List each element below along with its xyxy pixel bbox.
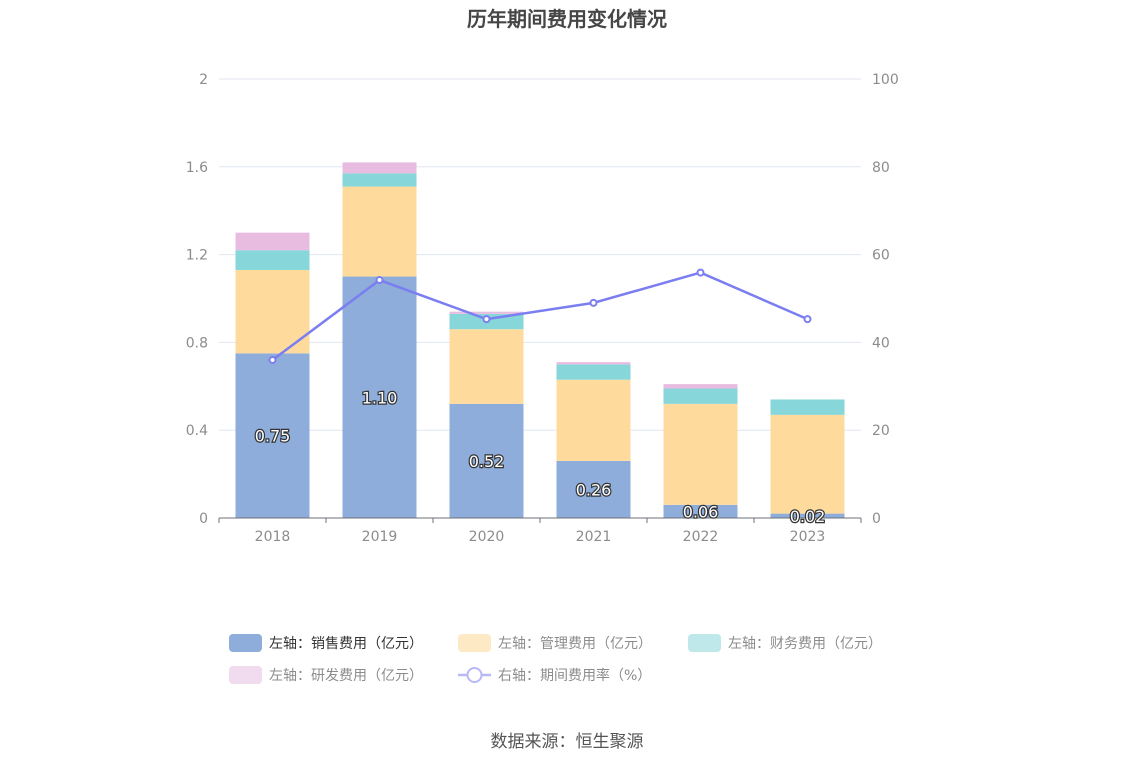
bar-segment: [663, 504, 738, 518]
right-tick-label: 60: [872, 248, 890, 264]
bar-segment: [449, 329, 524, 404]
source-note: 数据来源：恒生聚源: [491, 732, 644, 752]
legend-item: 左轴：研发费用（亿元）: [229, 666, 423, 684]
rate-point: [803, 315, 812, 324]
chart-title: 历年期间费用变化情况: [467, 7, 667, 31]
bar-segment: [663, 388, 738, 404]
legend-label: 左轴：研发费用（亿元）: [269, 668, 423, 684]
legend-swatch: [229, 634, 262, 652]
legend-swatch: [229, 666, 262, 684]
legend-label: 左轴：财务费用（亿元）: [728, 636, 882, 652]
x-tick-label: 2021: [576, 529, 612, 545]
right-tick-label: 0: [872, 511, 881, 527]
legend-item: 左轴：销售费用（亿元）: [229, 634, 423, 652]
legend-label: 左轴：销售费用（亿元）: [269, 636, 423, 652]
bar-segment: [235, 232, 310, 251]
rate-line: [271, 271, 808, 361]
rate-point: [482, 315, 491, 324]
bar-segment: [342, 173, 417, 187]
bar-segment: [235, 269, 310, 354]
bar-segment: [342, 276, 417, 518]
bar-segment: [663, 384, 738, 389]
x-tick-label: 2019: [362, 529, 398, 545]
gridlines: [219, 78, 861, 431]
bar-segment: [235, 250, 310, 270]
right-tick-label: 80: [872, 160, 890, 176]
left-tick-label: 0.4: [186, 423, 208, 439]
bar-segment: [342, 162, 417, 174]
left-tick-label: 0.8: [186, 335, 208, 351]
left-axis-ticks: 0 0.4 0.8 1.2 1.6 2: [186, 72, 208, 527]
legend-item: 左轴：财务费用（亿元）: [688, 634, 882, 652]
bar-data-label: 0.52: [469, 452, 505, 471]
bar-segment: [770, 513, 845, 518]
legend-swatch: [688, 634, 721, 652]
legend-label: 左轴：管理费用（亿元）: [498, 636, 652, 652]
rate-point: [696, 268, 705, 277]
bar-data-label: 0.02: [790, 507, 826, 526]
x-axis-ticks: 2018 2019 2020 2021 2022 2023: [218, 518, 862, 545]
x-tick-label: 2020: [469, 529, 505, 545]
legend-label: 右轴：期间费用率（%）: [498, 667, 651, 684]
bar-segment: [663, 403, 738, 505]
bar-segment: [342, 186, 417, 277]
legend: 左轴：销售费用（亿元） 左轴：管理费用（亿元） 左轴：财务费用（亿元） 左轴：研发费用…: [229, 634, 882, 684]
bar-segment: [449, 403, 524, 518]
bar-segment: [770, 399, 845, 415]
legend-circle-swatch: [466, 667, 483, 683]
left-tick-label: 1.6: [186, 160, 208, 176]
left-tick-label: 2: [199, 72, 208, 88]
bar-segment: [449, 311, 524, 314]
legend-item: 左轴：管理费用（亿元）: [458, 634, 652, 652]
x-tick-label: 2018: [255, 529, 291, 545]
bar-data-label: 0.75: [255, 427, 291, 446]
left-tick-label: 1.2: [186, 248, 208, 264]
bar-data-labels: 0.75 1.10 0.52 0.26 0.06 0.02: [253, 387, 826, 527]
left-tick-label: 0: [199, 511, 208, 527]
legend-item: 右轴：期间费用率（%）: [458, 667, 651, 684]
x-tick-label: 2023: [790, 529, 826, 545]
bar-segment: [556, 364, 631, 380]
bar-series: [235, 162, 845, 518]
rate-point: [268, 355, 277, 364]
bar-segment: [235, 353, 310, 518]
line-series: [268, 268, 812, 364]
bar-segment: [556, 362, 631, 365]
bar-segment: [770, 414, 845, 514]
bar-data-label: 0.06: [683, 502, 719, 521]
bar-data-label: 1.10: [362, 388, 398, 407]
rate-point: [375, 276, 384, 285]
right-axis-ticks: 0 20 40 60 80 100: [872, 72, 899, 527]
bar-data-label: 0.26: [576, 480, 612, 499]
right-tick-label: 40: [872, 335, 890, 351]
legend-swatch: [458, 634, 491, 652]
x-tick-label: 2022: [683, 529, 719, 545]
right-tick-label: 20: [872, 423, 890, 439]
right-tick-label: 100: [872, 72, 899, 88]
bar-segment: [556, 460, 631, 518]
rate-point: [589, 298, 598, 307]
bar-segment: [556, 379, 631, 461]
